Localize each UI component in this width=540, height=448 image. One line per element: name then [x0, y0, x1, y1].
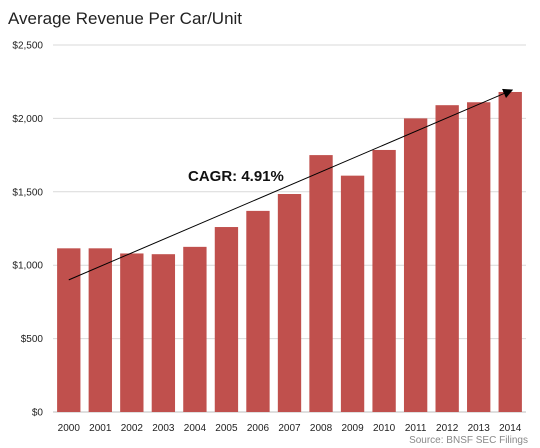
x-tick-label: 2013: [468, 423, 491, 434]
chart-title: Average Revenue Per Car/Unit: [8, 9, 242, 28]
bar-2013: [467, 102, 491, 412]
y-tick-label: $500: [21, 334, 44, 345]
x-tick-label: 2000: [58, 423, 81, 434]
x-tick-label: 2005: [215, 423, 238, 434]
cagr-trend-arrow: [68, 88, 514, 281]
bar-2002: [120, 253, 144, 412]
bar-2009: [340, 175, 365, 412]
x-tick-label: 2011: [405, 423, 427, 434]
y-tick-label: $2,000: [12, 114, 43, 125]
x-tick-label: 2003: [152, 423, 175, 434]
y-tick-label: $2,500: [12, 41, 43, 52]
x-axis-tick-labels: 2000 2001 2002 2003 2004 2005 2006 2007 2008 2009…: [58, 423, 522, 434]
y-tick-label: $1,000: [12, 261, 43, 272]
x-tick-label: 2009: [341, 423, 364, 434]
x-tick-label: 2010: [373, 423, 396, 434]
x-tick-label: 2008: [310, 423, 333, 434]
bar-2010: [372, 149, 396, 412]
x-tick-label: 2006: [247, 423, 270, 434]
x-tick-label: 2004: [184, 423, 207, 434]
x-tick-label: 2001: [89, 423, 112, 434]
bar-2000: [57, 248, 81, 412]
bar-2011: [403, 118, 428, 413]
cagr-annotation: CAGR: 4.91%: [188, 168, 284, 185]
x-tick-label: 2014: [499, 423, 522, 434]
bar-2008: [309, 155, 333, 412]
bar-2014: [498, 91, 522, 412]
x-tick-label: 2002: [121, 423, 144, 434]
bars: [57, 91, 522, 413]
y-tick-label: $0: [32, 408, 44, 419]
y-axis-tick-labels: $0 $500 $1,000 $1,500 $2,000 $2,500: [12, 41, 43, 419]
bar-2004: [183, 246, 207, 412]
source-note: Source: BNSF SEC Filings: [409, 435, 528, 446]
bar-2001: [88, 248, 112, 412]
bar-2007: [277, 194, 302, 412]
x-tick-label: 2007: [278, 423, 301, 434]
bar-2006: [246, 210, 270, 412]
x-tick-label: 2012: [436, 423, 459, 434]
bar-2003: [151, 254, 176, 412]
bar-2012: [435, 105, 459, 413]
bar-2005: [214, 227, 239, 412]
y-tick-label: $1,500: [12, 187, 43, 198]
